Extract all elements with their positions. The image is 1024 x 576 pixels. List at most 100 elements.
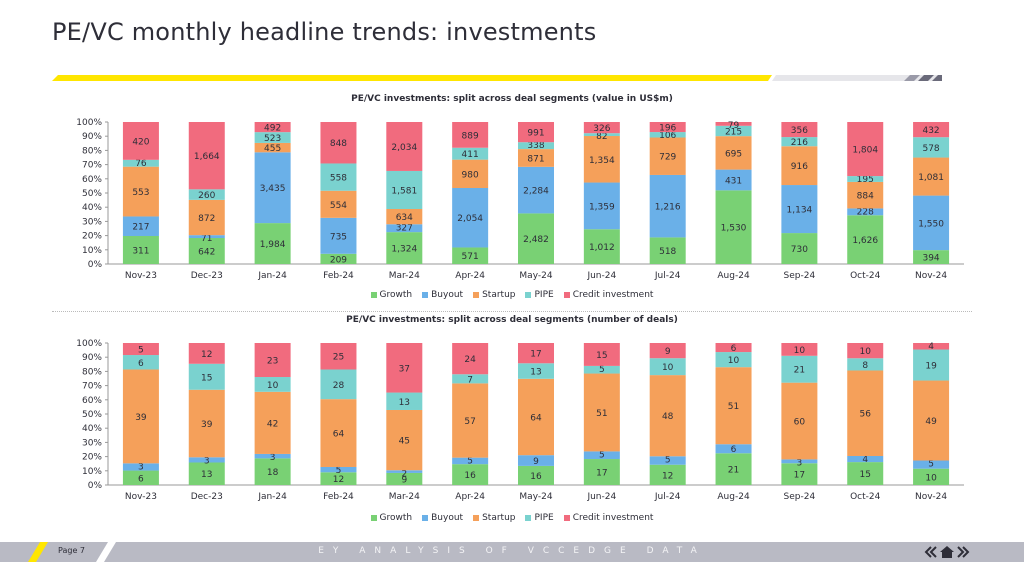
data-label: 432 (922, 126, 939, 136)
data-label: 39 (135, 413, 147, 423)
bar-segment-credit-investment (320, 122, 357, 164)
legend-item: Buyout (422, 290, 463, 300)
bar-segment-credit-investment (518, 343, 554, 364)
x-tick-label: Feb-24 (323, 271, 354, 281)
bar-segment-pipe (847, 176, 884, 182)
data-label: 260 (198, 191, 215, 201)
data-label: 4 (862, 455, 868, 465)
legend-item: Growth (370, 290, 412, 300)
footer-slashes (28, 542, 116, 562)
data-label: 553 (132, 188, 149, 198)
data-label: 56 (860, 410, 872, 420)
data-label: 15 (596, 351, 607, 361)
bar-segment-pipe (913, 137, 950, 158)
data-label: 10 (794, 346, 806, 356)
data-label: 13 (530, 368, 541, 378)
x-tick-label: Nov-23 (125, 492, 157, 502)
data-label: 431 (725, 176, 742, 186)
legend-item: Startup (473, 513, 515, 523)
bar-segment-buyout (715, 444, 752, 454)
data-label: 5 (336, 466, 342, 476)
bar-segment-growth (583, 229, 620, 264)
bar-segment-credit-investment (188, 343, 225, 364)
data-label: 1,012 (589, 243, 615, 253)
previous-icon[interactable] (924, 546, 937, 558)
bar-segment-pipe (649, 132, 686, 138)
bar-segment-growth (452, 464, 489, 485)
bar-segment-startup (649, 137, 686, 175)
data-label: 327 (396, 223, 413, 233)
next-icon[interactable] (957, 546, 970, 558)
value-split-chart: 0% 10% 20% 30% 40% 50% 60% 70% 80% 90% 100% Nov-23 3… (76, 118, 964, 281)
x-tick-label: Mar-24 (389, 271, 420, 281)
data-label: 215 (725, 127, 742, 137)
bar-segment-growth (320, 253, 357, 264)
bar-segment-startup (452, 159, 489, 189)
data-label: 37 (399, 364, 410, 374)
bar-segment-credit-investment (583, 343, 620, 366)
data-label: 60 (794, 418, 806, 428)
data-label: 10 (860, 347, 872, 357)
data-label: 12 (201, 350, 212, 360)
data-label: 1,626 (852, 236, 878, 246)
bar-segment-startup (781, 146, 818, 186)
data-label: 76 (135, 159, 147, 169)
grey-rule (772, 75, 942, 81)
bar-segment-startup (913, 380, 950, 461)
bar-segment-growth (913, 250, 950, 264)
bar-segment-buyout (188, 457, 225, 463)
y-tick-label: 70% (82, 161, 102, 171)
data-label: 5 (928, 460, 934, 470)
bar-segment-growth (122, 470, 159, 485)
data-label: 71 (201, 234, 212, 244)
data-label: 5 (599, 450, 605, 460)
bar-segment-startup (781, 382, 818, 460)
footer-yellow-slash (28, 542, 48, 562)
x-tick-label: Apr-24 (455, 492, 485, 502)
bar-segment-pipe (386, 170, 423, 210)
data-label: 523 (264, 134, 281, 144)
data-label: 21 (728, 466, 739, 476)
bar-segment-pipe (518, 142, 554, 150)
data-label: 51 (728, 402, 739, 412)
x-tick-label: Jan-24 (257, 271, 287, 281)
bar-segment-startup (386, 209, 423, 225)
title-rule (52, 75, 942, 81)
data-label: 2,284 (523, 187, 549, 197)
bar-segment-startup (913, 157, 950, 196)
bar-segment-growth (781, 463, 818, 485)
bar-segment-startup (847, 181, 884, 209)
bar-segment-buyout (452, 457, 489, 465)
bar-segment-buyout (452, 188, 489, 248)
bar-segment-pipe (583, 365, 620, 374)
legend-item: Credit investment (563, 513, 653, 523)
data-label: 10 (728, 356, 740, 366)
bar-segment-startup (122, 369, 159, 464)
data-label: 6 (138, 474, 144, 484)
deals-split-chart: 0% 10% 20% 30% 40% 50% 60% 70% 80% 90% 100% Nov-23 6… (76, 339, 964, 502)
legend-label: Credit investment (572, 290, 654, 300)
bar-segment-credit-investment (649, 122, 686, 133)
data-label: 9 (533, 457, 539, 467)
bar-segment-pipe (715, 352, 752, 368)
data-label: 1,530 (721, 224, 747, 234)
data-label: 3 (138, 462, 144, 472)
data-label: 42 (267, 419, 278, 429)
rule-accent-3 (932, 75, 942, 81)
y-tick-label: 40% (82, 203, 102, 213)
legend-label: Growth (379, 513, 413, 523)
data-label: 730 (791, 245, 808, 255)
y-tick-label: 20% (82, 232, 102, 242)
bar-segment-growth (518, 465, 554, 485)
data-label: 980 (462, 170, 479, 180)
data-label: 12 (662, 471, 673, 481)
data-label: 25 (333, 353, 344, 363)
bar-segment-growth (913, 468, 950, 485)
data-label: 10 (925, 473, 937, 483)
data-label: 17 (530, 350, 541, 360)
data-label: 16 (464, 471, 476, 481)
bar-segment-buyout (583, 451, 620, 460)
bar-segment-growth (847, 215, 884, 264)
home-icon[interactable] (940, 546, 954, 558)
y-tick-label: 10% (82, 246, 102, 256)
